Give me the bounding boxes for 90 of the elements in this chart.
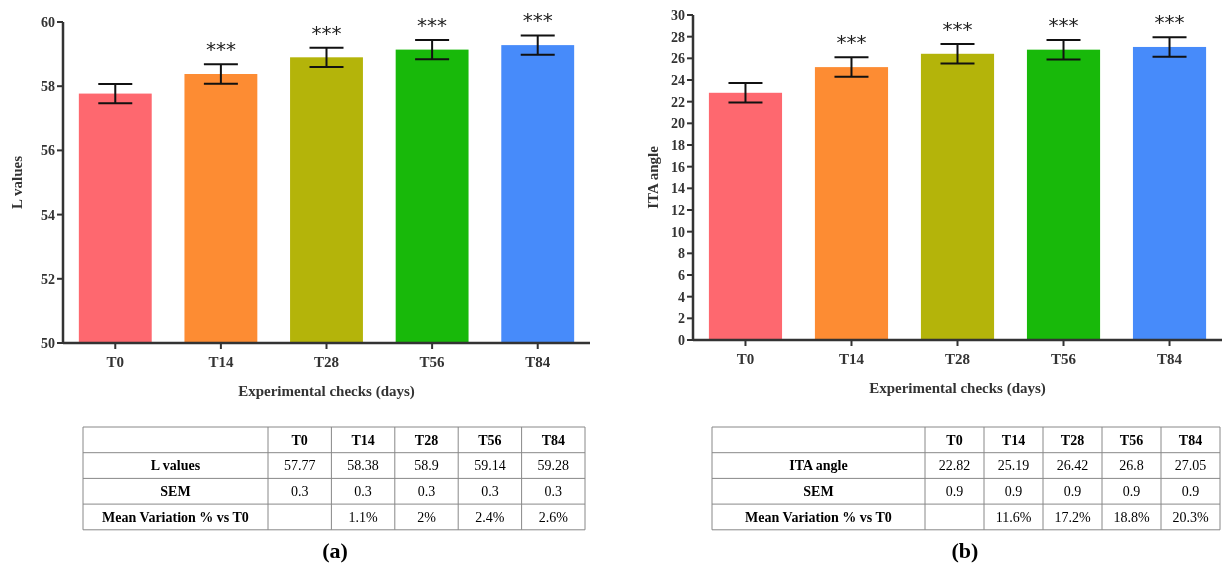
category-label: T14: [351, 432, 375, 448]
y-axis-title: L values: [9, 155, 25, 209]
text: 27.05: [1174, 458, 1207, 474]
x-tick-label: T14: [838, 351, 865, 367]
y-tick-label: 8: [678, 246, 685, 262]
x-tick-label: T28: [944, 351, 971, 367]
text: SEM: [160, 484, 191, 500]
text: 0.3: [544, 484, 563, 500]
text: Mean Variation % vs T0: [745, 509, 892, 525]
x-tick-label: T14: [208, 354, 234, 370]
y-tick-label: 30: [671, 7, 685, 23]
category-label: T84: [541, 432, 565, 448]
y-tick-label: 2: [678, 311, 685, 327]
text: (b): [951, 538, 979, 563]
text: 0.3: [354, 484, 372, 500]
text: 18.8%: [1113, 509, 1150, 525]
text: 59.28: [537, 458, 570, 474]
x-tick-label: T0: [106, 354, 125, 370]
y-axis-title: ITA angle: [645, 145, 661, 209]
text: Mean Variation % vs T0: [102, 509, 249, 525]
text: 2.4%: [475, 509, 505, 525]
text: 57.77: [283, 458, 316, 474]
y-tick-label: 14: [671, 181, 685, 197]
text: 0.9: [1122, 484, 1141, 500]
category-label: T56: [478, 432, 502, 448]
annotation: ***: [205, 37, 236, 62]
text: SEM: [803, 484, 834, 500]
text: 59.14: [474, 458, 506, 474]
text: 2.6%: [538, 509, 569, 525]
text: 0.3: [290, 484, 309, 500]
category-label: T84: [1178, 432, 1203, 448]
y-tick-label: 58: [41, 79, 55, 95]
x-tick-label: T0: [736, 351, 755, 367]
annotation: ***: [311, 20, 342, 45]
text: 58.38: [347, 458, 379, 474]
y-tick-label: 20: [671, 116, 685, 132]
annotation: ***: [1048, 12, 1079, 37]
x-tick-label: T56: [1051, 351, 1077, 367]
x-tick-label: T84: [1157, 351, 1183, 367]
x-tick-label: T84: [525, 354, 551, 370]
y-tick-label: 60: [41, 14, 55, 30]
y-tick-label: 18: [671, 137, 685, 153]
text: 20.3%: [1172, 509, 1209, 525]
y-tick-label: 52: [41, 271, 55, 287]
y-tick-label: 28: [671, 29, 685, 45]
text: 0.9: [945, 484, 964, 500]
text: 0.9: [1181, 484, 1200, 500]
y-tick-label: 54: [41, 207, 55, 223]
category-label: T28: [1060, 432, 1085, 448]
y-tick-label: 0: [678, 332, 685, 348]
category-label: T0: [946, 432, 963, 448]
y-tick-label: 50: [41, 335, 55, 351]
text: 0.9: [1063, 484, 1082, 500]
text: 1.1%: [348, 509, 379, 525]
y-tick-label: 4: [678, 289, 685, 305]
y-tick-label: 22: [671, 94, 685, 110]
text: 0.9: [1004, 484, 1023, 500]
text: 2%: [417, 509, 437, 525]
y-tick-label: 24: [671, 72, 685, 88]
x-axis-title: Experimental checks (days): [238, 383, 415, 400]
text: 22.82: [938, 458, 971, 474]
category-label: T28: [414, 432, 439, 448]
annotation: ***: [1154, 10, 1185, 35]
x-tick-label: T56: [419, 354, 446, 370]
y-tick-label: 10: [671, 224, 685, 240]
text: 17.2%: [1054, 509, 1091, 525]
y-tick-label: 12: [671, 202, 685, 218]
text: 0.3: [417, 484, 436, 500]
x-tick-label: T28: [313, 354, 340, 370]
y-tick-label: 6: [678, 267, 685, 283]
annotation: ***: [522, 8, 553, 33]
annotation: ***: [942, 17, 973, 42]
text: 25.19: [997, 458, 1030, 474]
y-tick-label: 26: [671, 51, 685, 67]
category-label: T0: [291, 432, 308, 448]
text: 11.6%: [995, 509, 1032, 525]
annotation: ***: [836, 30, 867, 55]
annotation: ***: [417, 12, 448, 37]
category-label: T56: [1119, 432, 1144, 448]
text: 26.8: [1119, 458, 1144, 474]
category-label: T14: [1001, 432, 1026, 448]
y-tick-label: 56: [41, 143, 55, 159]
y-tick-label: 16: [671, 159, 685, 175]
text: L values: [150, 458, 201, 474]
text: 26.42: [1056, 458, 1089, 474]
text: 0.3: [481, 484, 499, 500]
text: ITA angle: [789, 458, 848, 474]
text: 58.9: [414, 458, 439, 474]
x-axis-title: Experimental checks (days): [869, 380, 1046, 397]
text: (a): [322, 538, 348, 563]
